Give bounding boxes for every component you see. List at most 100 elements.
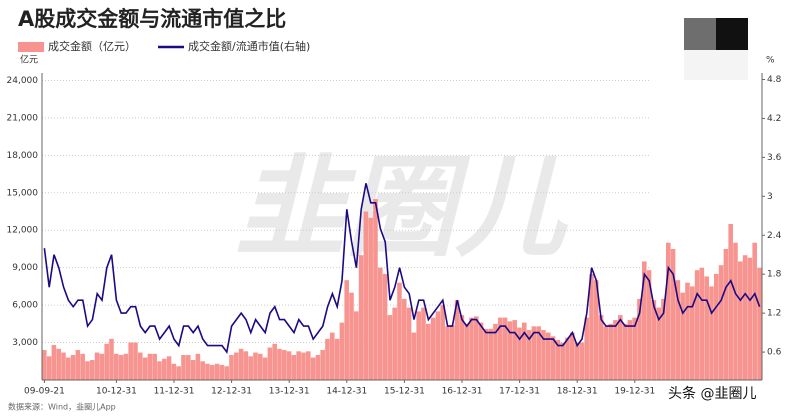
bar	[61, 352, 66, 380]
bar	[186, 355, 191, 380]
x-tick-label: 19-12-31	[614, 387, 655, 397]
bar	[277, 348, 282, 380]
bar	[46, 356, 52, 380]
bar	[152, 353, 157, 380]
y-axis-label: 亿元	[20, 54, 38, 66]
bar	[541, 330, 546, 380]
bar	[330, 332, 335, 380]
bar	[426, 323, 431, 380]
bar	[70, 355, 76, 380]
bar	[138, 352, 143, 380]
bar	[690, 286, 695, 380]
watermark: 韭圈儿	[235, 143, 569, 271]
legend-swatch	[18, 42, 44, 52]
y2-tick-label: 1.2	[767, 309, 781, 319]
bar	[622, 323, 628, 380]
bar	[474, 316, 479, 380]
x-tick-label: 13-12-31	[269, 387, 310, 397]
bar	[493, 323, 498, 380]
bar	[214, 363, 220, 380]
bar	[694, 270, 700, 380]
y2-tick-label: 3.6	[767, 153, 782, 163]
bar	[80, 353, 85, 380]
bar	[550, 336, 556, 380]
y-tick-label: 24,000	[7, 76, 39, 86]
bar	[637, 298, 642, 380]
bar	[560, 342, 565, 380]
y-tick-label: 12,000	[7, 226, 39, 236]
bar	[224, 366, 229, 380]
x-tick-label: 09-09-21	[24, 387, 65, 397]
bar	[282, 350, 287, 380]
bar	[738, 261, 743, 380]
bar	[723, 248, 729, 380]
bar	[147, 353, 153, 380]
bar	[315, 355, 321, 380]
bar	[526, 330, 532, 380]
x-tick-label: 14-12-31	[326, 387, 367, 397]
y-tick-label: 3,000	[12, 338, 38, 348]
bar	[104, 343, 109, 380]
bar	[632, 317, 637, 380]
x-tick-label: 17-12-31	[499, 387, 540, 397]
y-tick-label: 9,000	[12, 263, 38, 273]
bar	[373, 199, 378, 380]
bar	[608, 323, 613, 380]
bar	[200, 361, 205, 380]
bar	[238, 348, 244, 380]
y2-tick-label: 2.4	[767, 231, 782, 241]
bar	[378, 267, 383, 380]
bar	[680, 292, 685, 380]
bar	[301, 352, 306, 380]
bar	[109, 338, 114, 380]
bar	[656, 307, 661, 380]
bar	[325, 338, 330, 380]
x-tick-label: 18-12-31	[557, 387, 598, 397]
bar	[286, 351, 292, 380]
decor-box	[684, 18, 716, 50]
x-tick-label: 11-12-31	[154, 387, 195, 397]
bar	[546, 332, 551, 380]
bar	[579, 342, 585, 380]
bar	[190, 360, 196, 380]
bar	[517, 327, 522, 380]
y-tick-label: 18,000	[7, 151, 39, 161]
legend-label: 成交金额（亿元）	[48, 39, 136, 53]
bar	[709, 286, 714, 380]
bar	[181, 355, 186, 380]
y2-tick-label: 3	[767, 192, 773, 202]
legend-label: 成交金额/流通市值(右轴)	[188, 39, 310, 53]
bar	[531, 326, 537, 380]
bar	[392, 307, 397, 380]
bar	[219, 365, 225, 380]
bar	[450, 325, 455, 380]
bar	[555, 340, 561, 380]
bar	[445, 326, 450, 380]
y2-tick-label: 0.6	[767, 348, 782, 358]
bar	[574, 342, 580, 380]
bar	[733, 242, 738, 380]
bar	[42, 350, 47, 380]
bar	[90, 360, 95, 380]
bar	[714, 273, 719, 380]
bar	[267, 347, 273, 380]
bar	[512, 320, 517, 380]
y2-tick-label: 1.8	[767, 270, 782, 280]
bar	[123, 353, 129, 380]
y2-tick-label: 4.2	[767, 114, 781, 124]
bar	[205, 363, 210, 380]
x-tick-label: 12-12-31	[211, 387, 252, 397]
bar	[757, 267, 762, 380]
y2-axis-label: %	[766, 56, 775, 66]
bar	[354, 311, 359, 380]
bar	[368, 217, 373, 380]
bar	[253, 352, 258, 380]
bar	[483, 328, 489, 380]
bar	[718, 265, 724, 380]
bar	[310, 357, 316, 380]
bar	[454, 300, 460, 380]
bar	[99, 353, 105, 380]
x-tick-label: 15-12-31	[384, 387, 425, 397]
bar	[661, 298, 666, 380]
